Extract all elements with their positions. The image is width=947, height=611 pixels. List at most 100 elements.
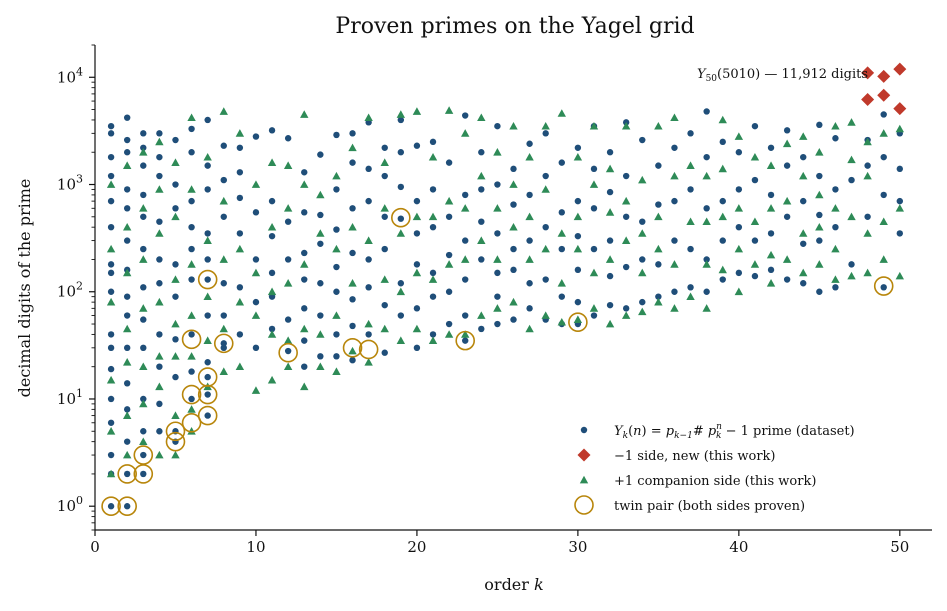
dataset-point (349, 322, 356, 330)
companion-point (316, 190, 325, 199)
dataset-point (735, 186, 743, 193)
companion-point (283, 204, 293, 212)
dataset-point (429, 331, 437, 338)
dataset-point (445, 320, 453, 328)
dataset-point (107, 197, 115, 205)
dataset-point (397, 280, 405, 287)
companion-point (283, 336, 293, 344)
companion-point (267, 330, 277, 338)
chart-title: Proven primes on the Yagel grid (335, 14, 694, 39)
dataset-point (816, 172, 823, 180)
companion-point (750, 152, 760, 161)
companion-point (573, 212, 583, 221)
companion-point (380, 158, 389, 166)
dataset-point (655, 162, 662, 169)
dataset-point (284, 347, 292, 355)
dataset-point (220, 176, 227, 184)
twin-pair-ring (197, 367, 218, 387)
companion-point (412, 324, 422, 333)
dataset-point (107, 130, 115, 137)
companion-point (702, 260, 711, 268)
dataset-point (413, 142, 421, 149)
companion-point (686, 217, 695, 226)
dataset-point (123, 380, 131, 387)
dataset-point (156, 130, 163, 137)
companion-point (702, 171, 711, 180)
dataset-point (204, 391, 211, 398)
companion-point (203, 152, 212, 161)
dataset-point (413, 230, 421, 237)
companion-point (589, 268, 599, 277)
dataset-point (671, 237, 678, 244)
companion-point (316, 362, 325, 371)
companion-point (718, 212, 727, 221)
companion-point (525, 152, 534, 161)
companion-point (557, 229, 566, 237)
companion-point (815, 222, 824, 231)
dataset-point (317, 151, 324, 158)
companion-point (589, 180, 599, 188)
dataset-point (719, 138, 726, 146)
companion-point (654, 121, 663, 130)
companion-point (734, 132, 744, 140)
dataset-point (140, 191, 147, 199)
companion-point (106, 244, 116, 253)
dataset-point (156, 363, 163, 370)
dataset-point (816, 211, 823, 219)
dataset-point (236, 331, 244, 338)
companion-point (187, 352, 196, 360)
dataset-point (574, 144, 582, 151)
dataset-point (172, 293, 179, 300)
companion-point (718, 115, 727, 124)
companion-point (139, 399, 148, 408)
dataset-point (462, 237, 469, 244)
dataset-point (429, 293, 437, 300)
dataset-point (252, 298, 260, 306)
dataset-point (445, 251, 453, 259)
companion-point (300, 382, 309, 391)
companion-point (122, 411, 132, 419)
dataset-point (655, 201, 662, 208)
companion-point (621, 311, 631, 319)
dataset-point (140, 284, 147, 291)
companion-point (122, 358, 132, 366)
dataset-point (783, 276, 791, 283)
companion-point (605, 164, 615, 173)
companion-point (766, 204, 776, 212)
dataset-point (204, 312, 211, 319)
companion-point (122, 324, 132, 333)
new-minus-point (861, 93, 875, 107)
dataset-point (140, 395, 147, 403)
dataset-point (590, 165, 598, 173)
companion-point (477, 171, 486, 180)
dataset-point (236, 194, 244, 202)
dataset-point (349, 205, 356, 212)
y-tick-label: 101 (57, 387, 83, 408)
companion-point (670, 304, 679, 312)
companion-point (766, 161, 776, 169)
companion-point (605, 319, 615, 328)
dataset-point (140, 344, 147, 352)
dataset-point (783, 127, 791, 134)
companion-point (219, 196, 228, 205)
dataset-point (188, 223, 195, 231)
twin-pair-ring (165, 431, 186, 452)
companion-point (364, 358, 373, 366)
dataset-point (896, 197, 904, 205)
companion-point (605, 208, 615, 216)
companion-point (396, 110, 406, 118)
companion-point (895, 124, 905, 133)
companion-point (171, 411, 180, 419)
companion-point (670, 260, 679, 268)
twin-pair-ring (342, 338, 363, 358)
companion-point (106, 427, 116, 435)
dataset-point (123, 205, 131, 212)
dataset-point (429, 269, 437, 277)
dataset-point (800, 197, 807, 205)
companion-point (235, 362, 245, 371)
dataset-point (767, 191, 775, 199)
dataset-point (107, 269, 115, 277)
dataset-point (220, 312, 227, 319)
dataset-point (558, 245, 565, 253)
dataset-point (284, 316, 292, 323)
